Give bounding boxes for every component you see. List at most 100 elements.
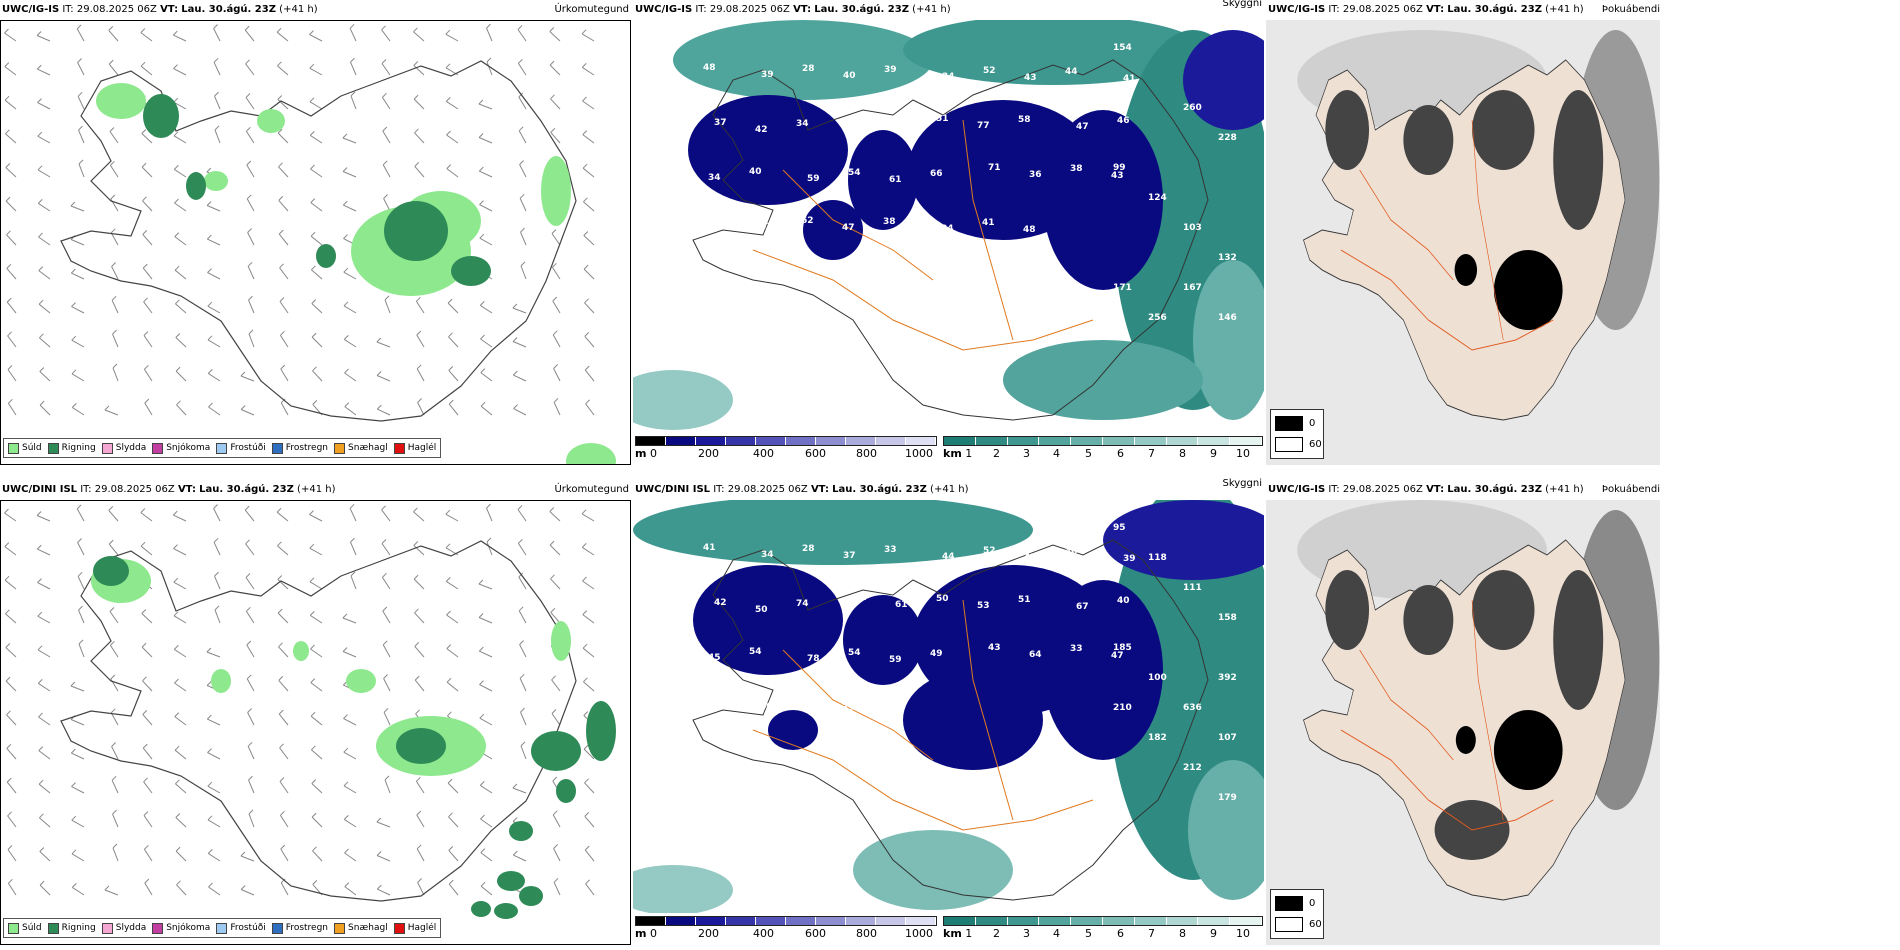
wind-barb-tick: [278, 676, 284, 681]
wind-barb: [376, 821, 391, 828]
wind-barb: [446, 681, 459, 692]
wind-barbs: [4, 503, 595, 896]
wind-barb-tick: [110, 674, 116, 680]
ceiling-value-label: 179: [1218, 793, 1237, 803]
wind-barb: [446, 168, 459, 178]
wind-barb-tick: [344, 848, 349, 854]
wind-barb-tick: [312, 846, 317, 852]
wind-barb-tick: [207, 781, 213, 787]
wind-barb: [486, 507, 493, 522]
wind-barb-tick: [6, 297, 12, 303]
wind-barb: [381, 29, 391, 42]
wind-barb-tick: [310, 678, 316, 683]
wind-barb: [141, 613, 153, 624]
wind-barb: [312, 850, 323, 862]
wind-barb-tick: [445, 509, 451, 515]
wind-barb: [72, 406, 85, 416]
wind-barb: [6, 748, 17, 760]
wind-barb: [142, 747, 153, 760]
wind-barb: [78, 129, 85, 144]
ceiling-value-label: 39: [761, 70, 774, 80]
wind-barb: [309, 581, 323, 590]
wind-barb: [7, 403, 17, 416]
wind-barb: [413, 545, 425, 556]
wind-barb-tick: [480, 881, 486, 887]
wind-barb-tick: [4, 575, 10, 581]
visibility-field: [633, 500, 1264, 913]
wind-barb: [480, 818, 493, 828]
wind-barb: [71, 786, 85, 794]
wind-barb: [486, 27, 493, 42]
wind-barb-tick: [140, 61, 146, 67]
wind-barb-tick: [277, 541, 282, 547]
ceiling-value-label: 41: [703, 543, 716, 553]
ceiling-value-label: 38: [883, 217, 896, 227]
wind-barb-tick: [141, 642, 147, 648]
wind-barb-tick: [280, 878, 286, 884]
wind-barb-tick: [247, 708, 252, 713]
wind-barb-tick: [376, 337, 382, 343]
wind-barb: [517, 63, 527, 76]
ceiling-value-label: 51: [1018, 595, 1031, 605]
wind-barb: [78, 163, 85, 178]
wind-barb-tick: [447, 778, 453, 784]
wind-barb: [480, 372, 493, 382]
wind-barb: [343, 271, 357, 280]
wind-barb: [384, 779, 391, 794]
ceiling-visibility-scales: m 0 200 400 600 800 1000 km 1 2 3 4 5 6 …: [633, 913, 1264, 945]
wind-barb: [310, 168, 323, 178]
legend-item: Haglél: [393, 442, 436, 454]
wind-barb: [383, 678, 391, 692]
wind-barb-tick: [5, 163, 11, 168]
wind-barb-tick: [350, 57, 355, 63]
panel-field-title: Úrkomutegund: [554, 4, 629, 15]
wind-barb: [37, 649, 51, 658]
wind-barb-tick: [478, 646, 484, 652]
wind-barb: [552, 334, 561, 348]
wind-barb-tick: [77, 571, 83, 577]
wind-barb: [7, 369, 17, 382]
wind-barb-tick: [480, 848, 486, 853]
wind-barb: [342, 137, 357, 144]
wind-barb-tick: [173, 131, 179, 137]
wind-barb-tick: [207, 748, 212, 753]
wind-barb: [4, 579, 17, 590]
wind-barb: [141, 646, 153, 658]
wind-barb: [140, 32, 153, 42]
fog-dark-areas: [1325, 90, 1604, 230]
panel-field-title: Skyggni: [1222, 478, 1262, 489]
wind-barb-tick: [343, 267, 349, 273]
rain-areas: [143, 94, 491, 286]
wind-barb: [416, 848, 425, 862]
wind-barb-tick: [550, 574, 555, 580]
wind-barb-tick: [240, 405, 246, 410]
wind-barb: [173, 514, 187, 522]
legend-swatch: [216, 442, 228, 454]
panel-header: UWC/DINI ISL IT: 29.08.2025 06Z VT: Lau.…: [633, 478, 1264, 500]
wind-barb-tick: [144, 364, 149, 370]
wind-barb: [213, 508, 221, 522]
fog-legend-item: 60: [1275, 437, 1322, 452]
wind-barb: [280, 368, 289, 382]
wind-barb-tick: [248, 295, 253, 301]
ceiling-value-label: 40: [749, 167, 762, 177]
wind-barb-tick: [519, 160, 524, 165]
wind-barb: [6, 714, 17, 726]
wind-barb: [446, 648, 459, 658]
wind-barb-tick: [4, 95, 10, 101]
wind-barb: [518, 96, 527, 110]
wind-barb-tick: [551, 675, 556, 681]
fog-legend-item: 0: [1275, 896, 1315, 911]
wind-barb-tick: [448, 879, 454, 885]
wind-barb: [207, 785, 221, 794]
wind-barb: [350, 541, 357, 556]
wind-barb-tick: [7, 365, 13, 370]
ceiling-value-label: 52: [854, 593, 867, 603]
wind-barb-tick: [39, 400, 45, 406]
wind-barb-tick: [344, 368, 349, 374]
wind-barb-tick: [486, 503, 491, 509]
wind-barb-tick: [248, 775, 253, 781]
wind-barb-tick: [277, 128, 283, 134]
wind-barb: [583, 681, 595, 692]
wind-barb: [206, 651, 221, 658]
